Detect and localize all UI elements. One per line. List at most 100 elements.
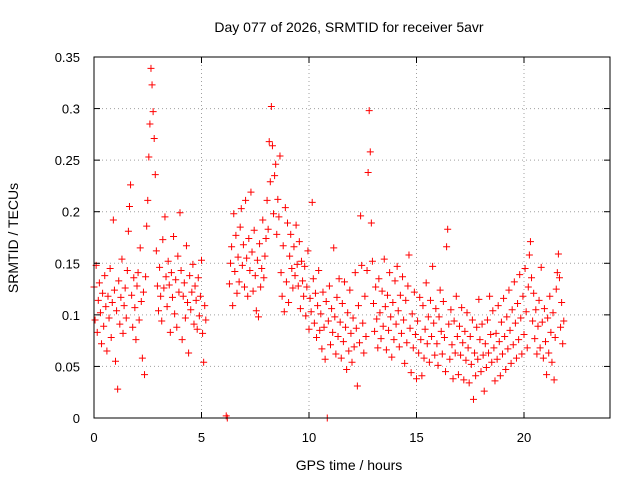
data-point xyxy=(446,355,454,363)
data-point xyxy=(125,203,133,211)
data-point xyxy=(370,300,377,308)
data-point xyxy=(473,323,481,331)
data-point xyxy=(260,274,268,282)
data-point xyxy=(225,280,233,288)
data-point xyxy=(506,326,514,334)
data-point xyxy=(361,292,369,300)
y-tick-label: 0.1 xyxy=(62,308,80,323)
data-point xyxy=(452,292,460,300)
data-point xyxy=(200,358,208,366)
data-point xyxy=(202,316,210,324)
grid xyxy=(94,57,610,418)
data-point xyxy=(493,355,501,363)
data-point xyxy=(300,292,308,300)
data-point xyxy=(113,307,121,315)
y-tick-label: 0.15 xyxy=(55,256,80,271)
data-point xyxy=(554,250,562,258)
data-point xyxy=(348,358,356,366)
data-point xyxy=(445,320,453,328)
data-point xyxy=(465,379,473,387)
data-point xyxy=(458,304,466,312)
data-point xyxy=(163,303,171,311)
data-point xyxy=(305,325,313,333)
data-point xyxy=(147,64,155,72)
data-point xyxy=(424,313,432,321)
data-point xyxy=(159,236,167,244)
data-point xyxy=(492,329,500,337)
data-point xyxy=(413,375,420,383)
data-point xyxy=(294,282,302,290)
data-point xyxy=(235,278,243,286)
data-point xyxy=(144,196,152,204)
data-point xyxy=(316,326,324,334)
data-point xyxy=(344,309,352,317)
data-point xyxy=(391,277,399,285)
data-point xyxy=(535,296,543,304)
data-point xyxy=(501,333,509,341)
data-point xyxy=(318,345,326,353)
data-point xyxy=(528,274,536,282)
x-tick-labels: 0 5 10 15 20 xyxy=(90,430,531,445)
data-point xyxy=(339,338,347,346)
data-point xyxy=(124,227,132,235)
data-point xyxy=(311,289,319,297)
data-point xyxy=(168,293,176,301)
data-point xyxy=(358,261,366,269)
data-point xyxy=(444,225,452,233)
data-point xyxy=(175,288,183,296)
data-point xyxy=(462,356,470,364)
data-point xyxy=(146,120,154,128)
data-point xyxy=(239,241,247,249)
data-point xyxy=(463,309,471,317)
data-point xyxy=(425,358,433,366)
data-point xyxy=(182,242,190,250)
data-point xyxy=(494,302,502,310)
data-point xyxy=(278,292,286,300)
data-point xyxy=(266,178,274,186)
data-point xyxy=(276,152,284,160)
data-point xyxy=(309,275,317,283)
data-point xyxy=(516,271,524,279)
data-point xyxy=(399,273,407,281)
data-point xyxy=(172,276,180,284)
data-point xyxy=(362,333,370,341)
data-point xyxy=(349,314,357,322)
data-points xyxy=(90,64,568,422)
data-point xyxy=(293,260,301,268)
data-point xyxy=(551,334,559,342)
data-point xyxy=(499,350,506,358)
x-tick-label: 20 xyxy=(517,430,531,445)
data-point xyxy=(394,307,402,315)
data-point xyxy=(131,304,139,312)
x-tick-label: 5 xyxy=(198,430,205,445)
data-point xyxy=(179,292,187,300)
data-point xyxy=(553,269,561,277)
data-point xyxy=(460,376,468,384)
data-point xyxy=(127,181,135,189)
data-point xyxy=(456,322,463,330)
data-point xyxy=(532,306,540,314)
data-point xyxy=(502,366,510,374)
data-point xyxy=(284,219,291,227)
data-point xyxy=(471,349,479,357)
data-point xyxy=(95,279,103,287)
data-point xyxy=(390,336,398,344)
data-point xyxy=(340,278,348,286)
data-point xyxy=(409,344,417,352)
data-point xyxy=(417,336,425,344)
data-point xyxy=(514,300,522,308)
data-point xyxy=(408,310,416,318)
data-point xyxy=(523,344,531,352)
data-point xyxy=(181,314,189,322)
data-point xyxy=(267,103,275,111)
data-point xyxy=(94,296,102,304)
data-point xyxy=(550,376,558,384)
data-point xyxy=(372,283,380,291)
data-point xyxy=(359,319,367,327)
data-point xyxy=(449,375,457,383)
data-point xyxy=(99,289,107,297)
data-point xyxy=(419,302,427,310)
data-point xyxy=(451,349,459,357)
data-point xyxy=(229,302,237,310)
data-point xyxy=(453,333,461,341)
